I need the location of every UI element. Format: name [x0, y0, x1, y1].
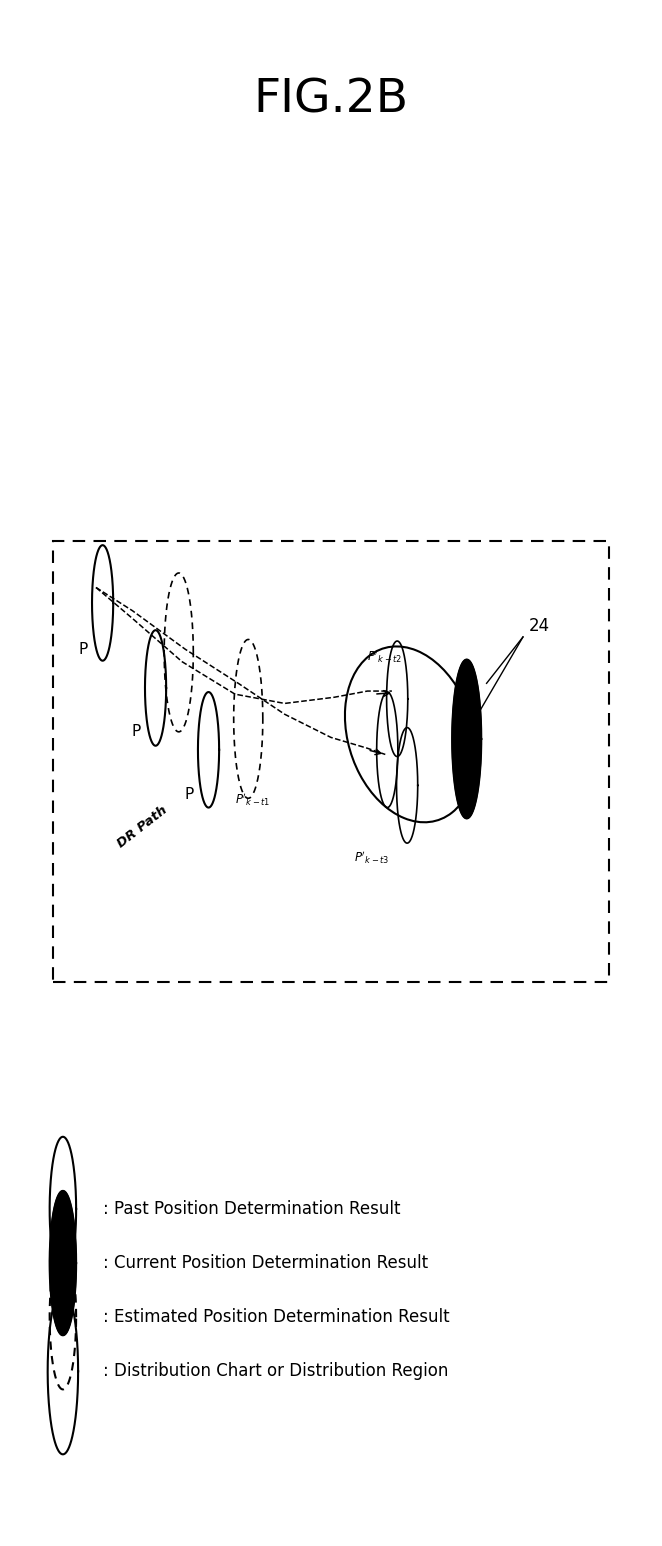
- Text: $P'_{k-t1}$: $P'_{k-t1}$: [235, 792, 270, 807]
- Text: : Past Position Determination Result: : Past Position Determination Result: [103, 1200, 400, 1218]
- Text: DR Path: DR Path: [115, 804, 169, 850]
- Text: : Distribution Chart or Distribution Region: : Distribution Chart or Distribution Reg…: [103, 1362, 448, 1381]
- Text: $P'_{k-t2}$: $P'_{k-t2}$: [367, 649, 402, 665]
- Text: : Current Position Determination Result: : Current Position Determination Result: [103, 1254, 428, 1272]
- Text: P: P: [184, 787, 193, 802]
- Text: : Estimated Position Determination Result: : Estimated Position Determination Resul…: [103, 1308, 449, 1326]
- Text: 24: 24: [529, 617, 550, 635]
- Text: P: P: [131, 724, 140, 739]
- Polygon shape: [452, 660, 481, 818]
- Text: P: P: [78, 642, 87, 657]
- Polygon shape: [50, 1190, 76, 1336]
- Text: $P'_{k-t3}$: $P'_{k-t3}$: [354, 850, 389, 866]
- Text: FIG.2B: FIG.2B: [254, 77, 408, 124]
